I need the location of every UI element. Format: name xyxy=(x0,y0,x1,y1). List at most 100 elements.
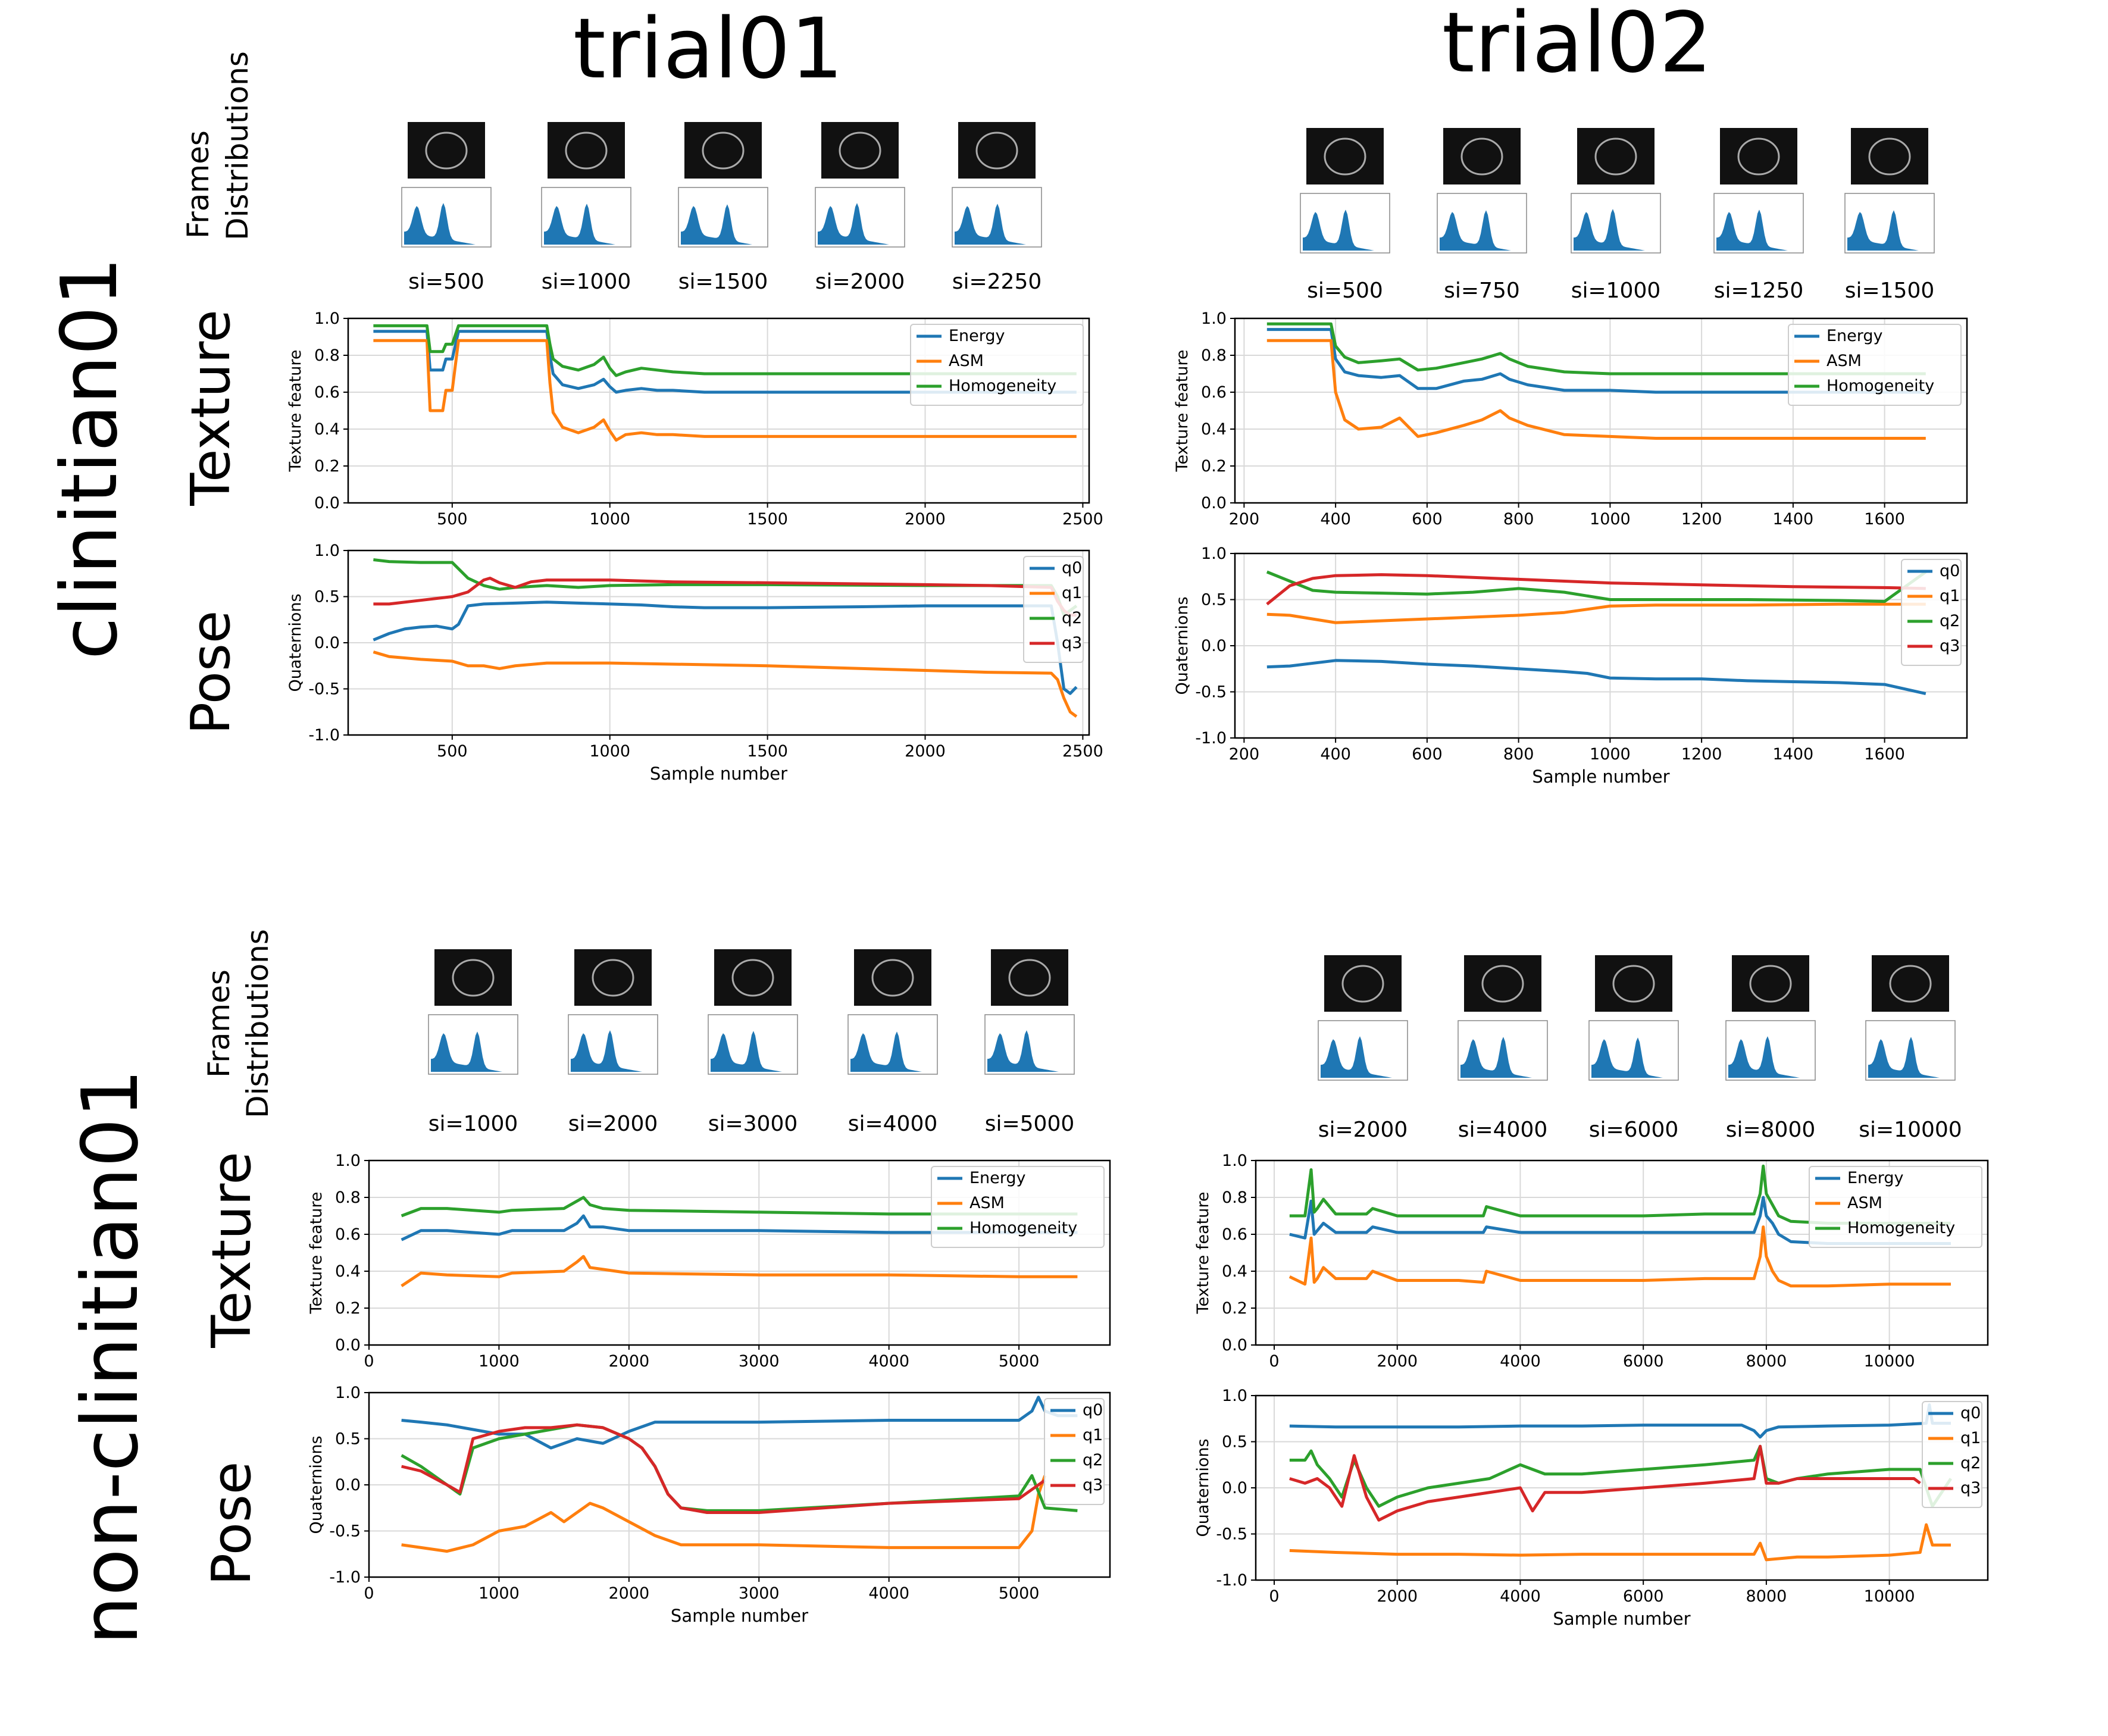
ultrasound-fetal-shape xyxy=(1612,965,1655,1003)
legend-box xyxy=(1922,1401,1982,1508)
ultrasound-frame-image xyxy=(548,122,625,179)
ultrasound-frame-image xyxy=(714,949,792,1006)
thumbnail-pair: si=1000 xyxy=(1571,128,1661,303)
y-tick-label: -1.0 xyxy=(1216,1571,1247,1590)
ultrasound-fetal-shape xyxy=(452,959,495,997)
ultrasound-frame-image xyxy=(821,122,899,179)
x-tick-label: 2000 xyxy=(608,1352,649,1371)
legend-box xyxy=(1788,324,1962,406)
series-line-q0 xyxy=(373,600,1078,695)
x-tick-label: 500 xyxy=(437,510,468,528)
thumbnail-pair: si=4000 xyxy=(847,949,938,1136)
plot-area-frame xyxy=(1234,317,1968,504)
legend-entry-label: Energy xyxy=(969,1169,1026,1187)
legend-entry-label: q3 xyxy=(1940,637,1960,655)
x-axis-label: Sample number xyxy=(671,1606,808,1626)
thumbnail-pair: si=3000 xyxy=(708,949,798,1136)
legend-entry-label: q2 xyxy=(1960,1454,1981,1472)
y-tick-label: -0.5 xyxy=(308,680,340,699)
legend-box xyxy=(1044,1398,1105,1505)
ultrasound-fetal-shape xyxy=(1324,137,1366,176)
frame-sample-label: si=6000 xyxy=(1589,1118,1679,1142)
x-tick-label: 2000 xyxy=(905,510,946,528)
y-tick-label: 1.0 xyxy=(1201,545,1227,563)
thumbnail-pair: si=2000 xyxy=(1318,955,1408,1142)
ultrasound-fetal-shape xyxy=(1889,965,1932,1003)
chart-c01-t02-pose: 200 400 600 800 1000 1200 1400 1600 -1.0 -0.5 0.0 0… xyxy=(1173,545,1968,787)
thumbnail-pair: si=4000 xyxy=(1458,955,1548,1142)
x-tick-label: 1000 xyxy=(589,742,630,761)
frame-sample-label: si=500 xyxy=(408,270,484,294)
frame-sample-label: si=10000 xyxy=(1859,1118,1962,1142)
ultrasound-fetal-shape xyxy=(1460,137,1503,176)
legend-entry-label: q0 xyxy=(1940,562,1960,580)
chart-c01-t01-pose: 500 1000 1500 2000 2500 -1.0 -0.5 0.0 0.5 1.0 Quat… xyxy=(286,542,1103,784)
x-tick-label: 0 xyxy=(364,1584,374,1603)
y-tick-label: 0.4 xyxy=(335,1262,361,1281)
thumbnail-pair: si=2000 xyxy=(815,122,905,294)
y-tick-label: 0.0 xyxy=(314,494,340,512)
plot-area-frame xyxy=(368,1159,1111,1346)
y-tick-label: 1.0 xyxy=(335,1384,361,1402)
legend-entry-label: Homogeneity xyxy=(1826,377,1934,395)
thumbnail-pair: si=750 xyxy=(1437,128,1527,303)
y-tick-label: -1.0 xyxy=(329,1568,361,1587)
y-tick-label: -0.5 xyxy=(1195,683,1227,702)
plot-area-frame xyxy=(347,317,1090,504)
y-tick-label: 0.0 xyxy=(314,634,340,652)
y-tick-label: 0.0 xyxy=(335,1336,361,1355)
frame-sample-label: si=500 xyxy=(1307,279,1383,303)
ultrasound-frame-image xyxy=(434,949,512,1006)
y-tick-label: 1.0 xyxy=(314,542,340,560)
ultrasound-frame-image xyxy=(1872,955,1949,1012)
ultrasound-fetal-shape xyxy=(839,132,881,170)
legend: Energy ASM Homogeneity xyxy=(910,324,1084,406)
series-line-q0 xyxy=(401,1396,1078,1450)
y-tick-label: 0.5 xyxy=(314,588,340,606)
y-tick-label: 0.2 xyxy=(1222,1299,1247,1318)
x-tick-label: 0 xyxy=(1269,1352,1279,1371)
chart-nc01-t01-pose: 0 1000 2000 3000 4000 5000 -1.0 -0.5 0.0 0.5 1.0 Qu… xyxy=(307,1384,1111,1626)
x-tick-label: 1200 xyxy=(1681,745,1722,764)
ultrasound-frame-image xyxy=(1464,955,1541,1012)
ultrasound-fetal-shape xyxy=(1594,137,1637,176)
legend-box xyxy=(1023,556,1084,663)
y-axis-label: Quaternions xyxy=(286,593,305,692)
histogram-bars xyxy=(1847,210,1919,251)
x-tick-label: 8000 xyxy=(1746,1587,1787,1606)
thumbnail-pair: si=2000 xyxy=(568,949,658,1136)
legend: q0 q1 q2 q3 xyxy=(1023,556,1084,663)
legend-entry-label: Energy xyxy=(1847,1169,1904,1187)
label-pose-2: Pose xyxy=(201,1462,263,1585)
thumbnail-pair: si=500 xyxy=(401,122,492,294)
legend-entry-label: ASM xyxy=(969,1194,1005,1212)
chart-nc01-t02-texture: 0 2000 4000 6000 8000 10000 0.0 0.2 0.4 0.6 0.8 1.0… xyxy=(1194,1152,1989,1371)
y-tick-label: 0.4 xyxy=(1201,420,1227,439)
legend-entry-label: Homogeneity xyxy=(949,377,1056,395)
x-tick-label: 1400 xyxy=(1773,745,1814,764)
x-tick-label: 200 xyxy=(1229,510,1260,528)
x-tick-label: 5000 xyxy=(999,1352,1040,1371)
series-line-q0 xyxy=(1289,1403,1951,1439)
frame-sample-label: si=2000 xyxy=(1318,1118,1408,1142)
legend: q0 q1 q2 q3 xyxy=(1044,1398,1105,1505)
row-title-non-clinitian01: non-clinitian01 xyxy=(65,1069,155,1645)
ultrasound-frame-image xyxy=(958,122,1036,179)
series-line-energy xyxy=(1266,328,1926,394)
histogram-bars xyxy=(987,1030,1059,1072)
histogram-bars xyxy=(544,204,615,245)
thumbnail-pair: si=2250 xyxy=(952,122,1042,294)
thumbnail-pair: si=8000 xyxy=(1725,955,1816,1142)
x-tick-label: 1000 xyxy=(589,510,630,528)
y-tick-label: 0.0 xyxy=(1201,637,1227,655)
frame-sample-label: si=4000 xyxy=(848,1112,938,1136)
series-line-q1 xyxy=(1266,602,1926,624)
y-tick-label: 1.0 xyxy=(335,1152,361,1170)
x-tick-label: 1000 xyxy=(478,1352,520,1371)
y-tick-label: 0.2 xyxy=(335,1299,361,1318)
y-axis-label: Quaternions xyxy=(1194,1438,1212,1537)
frame-sample-label: si=1000 xyxy=(542,270,631,294)
x-tick-label: 1000 xyxy=(478,1584,520,1603)
series-line-q1 xyxy=(1289,1523,1951,1562)
legend-entry-label: q0 xyxy=(1960,1404,1981,1422)
